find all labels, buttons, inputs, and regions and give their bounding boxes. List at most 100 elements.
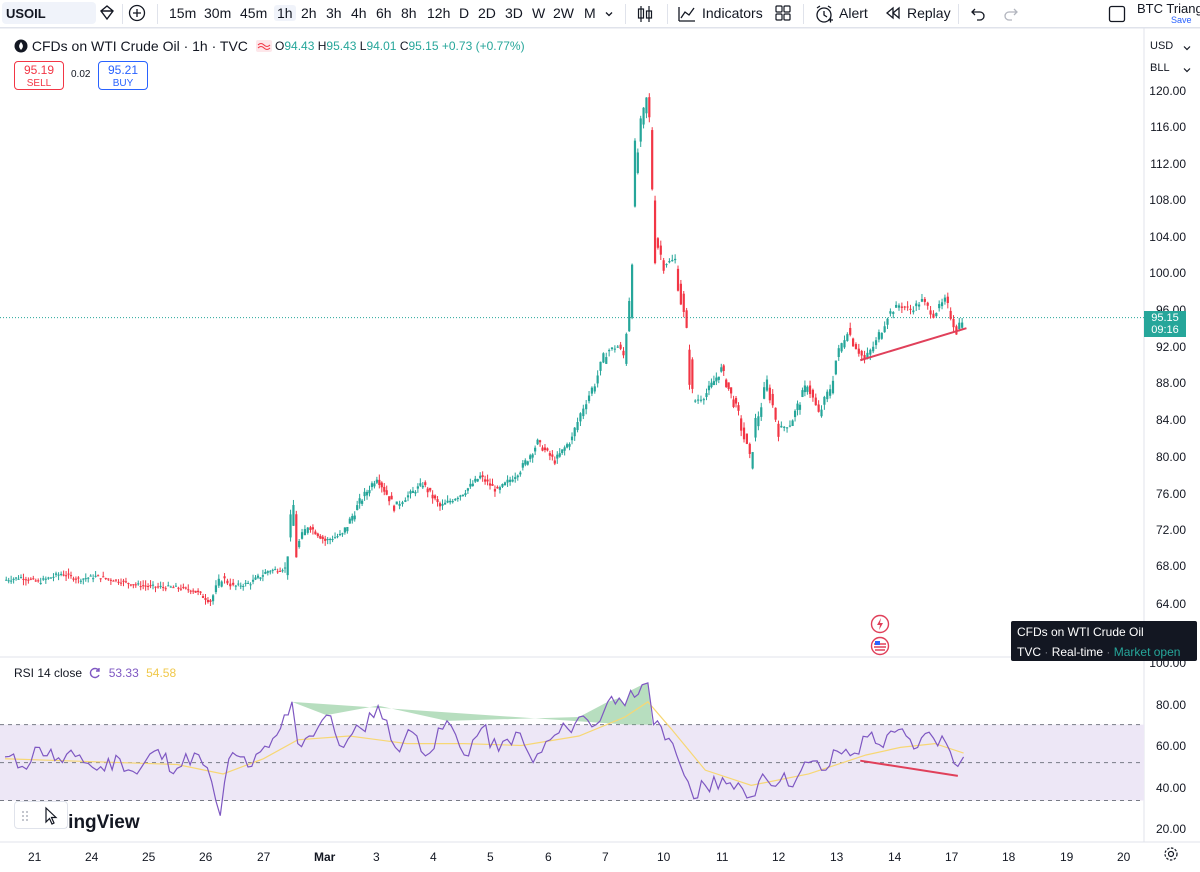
timeframe-m[interactable]: M [584, 5, 596, 21]
timeframe-d[interactable]: D [459, 5, 470, 21]
candle [124, 577, 128, 584]
redo-icon[interactable] [1001, 3, 1021, 23]
change-value: +0.73 (+0.77%) [441, 39, 525, 53]
separator [157, 4, 158, 24]
candle [29, 577, 32, 581]
unit-selector[interactable]: BLL [1146, 60, 1192, 78]
candle [642, 107, 645, 129]
cursor-tool[interactable] [14, 801, 68, 829]
timeframe-2h[interactable]: 2h [301, 5, 317, 21]
candle [62, 570, 65, 577]
rsi-axis-label: 60.00 [1155, 739, 1186, 753]
timeframe-12h[interactable]: 12h [427, 5, 451, 21]
candle [691, 357, 694, 394]
candle [438, 501, 442, 511]
candle [534, 445, 537, 456]
candle [674, 254, 677, 264]
diamond-icon[interactable] [97, 3, 117, 23]
candle [872, 341, 875, 354]
candle [556, 451, 559, 464]
candle [154, 586, 157, 593]
candle [177, 586, 180, 592]
candle [211, 594, 215, 605]
candle [710, 378, 713, 389]
timeframe-2w[interactable]: 2W [553, 5, 574, 21]
candle [656, 237, 660, 250]
candle [671, 254, 674, 262]
timeframe-2d[interactable]: 2D [478, 5, 496, 21]
indicators-icon[interactable] [676, 3, 698, 25]
sell-button[interactable]: 95.19 SELL [14, 61, 64, 90]
rsi-legend[interactable]: RSI 14 close 53.33 54.58 [14, 666, 176, 680]
series-legend[interactable]: CFDs on WTI Crude Oil · 1h · TVC [14, 38, 272, 54]
candle [831, 375, 835, 395]
timeframe-4h[interactable]: 4h [351, 5, 367, 21]
candle [585, 399, 588, 415]
candle [823, 395, 826, 410]
alarm-clock-icon[interactable] [813, 3, 835, 25]
timeframe-8h[interactable]: 8h [401, 5, 417, 21]
replay-button[interactable]: Replay [907, 5, 951, 21]
timeframe-45m[interactable]: 45m [240, 5, 268, 21]
replay-icon[interactable] [883, 3, 903, 23]
candle [543, 443, 547, 453]
candlestick-chart-type-icon[interactable] [634, 3, 656, 25]
indicators-button[interactable]: Indicators [702, 5, 763, 21]
time-label: 17 [945, 850, 959, 864]
candle [409, 489, 412, 499]
candle [780, 421, 783, 428]
candle [619, 341, 622, 351]
candle [538, 439, 542, 447]
candle [201, 593, 205, 599]
candle [84, 573, 87, 582]
candle [79, 578, 82, 584]
candle [493, 485, 497, 497]
currency-label: USD [1150, 40, 1174, 52]
timeframe-3h[interactable]: 3h [326, 5, 342, 21]
candle [563, 445, 566, 456]
us-flag-event-icon[interactable] [870, 636, 890, 656]
timeframe-w[interactable]: W [532, 5, 546, 21]
symbol-search[interactable]: USOIL [2, 2, 96, 24]
last-price-label: 95.15 09:16 [1144, 311, 1186, 337]
time-label: 6 [545, 850, 552, 864]
buy-button[interactable]: 95.21 BUY [98, 61, 148, 90]
save-label[interactable]: Save [1171, 15, 1192, 25]
candle [239, 582, 242, 590]
layout-name[interactable]: BTC Triang [1137, 1, 1200, 16]
settings-gear-icon[interactable] [1162, 845, 1180, 863]
time-label: 13 [830, 850, 844, 864]
candle [89, 574, 92, 577]
candle [479, 472, 482, 480]
candle [254, 575, 257, 581]
candle [503, 481, 507, 486]
currency-selector[interactable]: USD [1146, 38, 1192, 56]
candle [375, 476, 378, 485]
candle [392, 504, 396, 513]
candle [817, 400, 820, 413]
price-label: 72.00 [1155, 523, 1186, 537]
chevron-down-icon[interactable] [603, 8, 615, 20]
candle [306, 526, 309, 535]
candle [370, 481, 374, 491]
candle [331, 535, 334, 543]
candle [356, 500, 359, 511]
candle [199, 591, 202, 596]
timeframe-6h[interactable]: 6h [376, 5, 392, 21]
layouts-grid-icon[interactable] [773, 3, 793, 23]
lightning-event-icon[interactable] [870, 614, 890, 634]
undo-icon[interactable] [968, 3, 988, 23]
timeframe-30m[interactable]: 30m [204, 5, 232, 21]
timeframe-1h[interactable]: 1h [274, 5, 296, 21]
candle [906, 301, 909, 311]
layout-checkbox-icon[interactable] [1107, 4, 1127, 24]
candle [793, 409, 797, 422]
candle [521, 460, 524, 471]
candle [573, 426, 576, 441]
timeframe-3d[interactable]: 3D [505, 5, 523, 21]
timeframe-15m[interactable]: 15m [169, 5, 197, 21]
add-compare-icon[interactable] [127, 3, 147, 23]
candle [826, 389, 829, 403]
alert-button[interactable]: Alert [839, 5, 868, 21]
